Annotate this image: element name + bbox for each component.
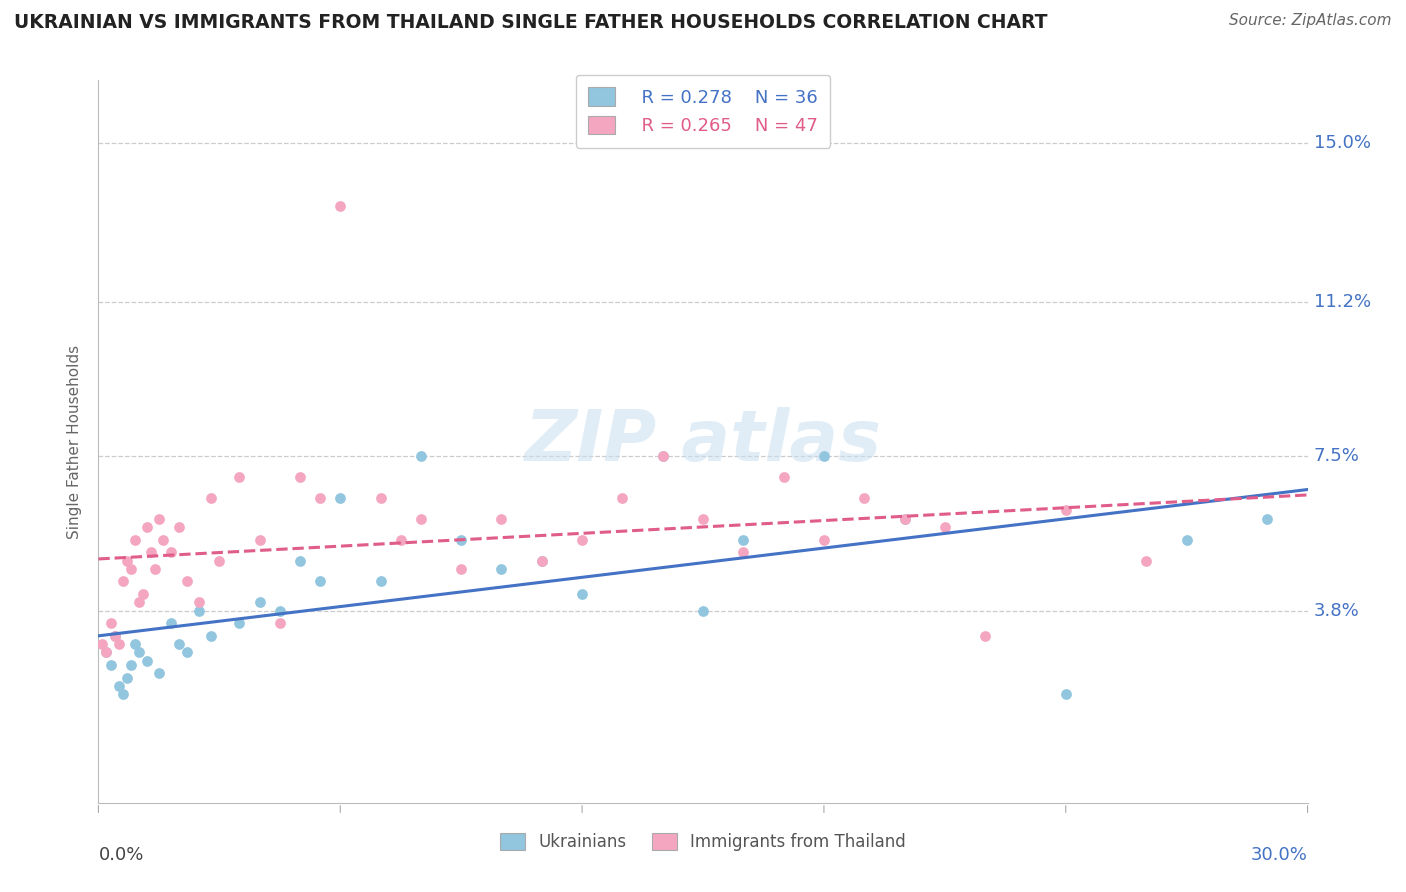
Point (1135, 553, 1157, 567)
Point (176, 645, 198, 659)
Point (167, 637, 190, 651)
Point (132, 587, 155, 601)
Point (934, 520, 956, 534)
Point (143, 562, 166, 576)
Point (188, 604, 211, 618)
Point (1175, 533, 1198, 547)
Text: Source: ZipAtlas.com: Source: ZipAtlas.com (1229, 13, 1392, 29)
Point (148, 512, 170, 526)
Point (309, 574, 332, 589)
Point (111, 687, 134, 701)
Point (120, 657, 142, 672)
Point (148, 666, 170, 681)
Point (389, 533, 412, 547)
Point (1256, 512, 1278, 526)
Y-axis label: Single Father Households: Single Father Households (67, 344, 83, 539)
Point (115, 553, 138, 567)
Point (370, 574, 392, 589)
Point (450, 533, 472, 547)
Point (107, 637, 129, 651)
Point (571, 587, 593, 601)
Point (491, 512, 513, 526)
Point (651, 449, 673, 463)
Point (370, 491, 392, 505)
Text: 7.5%: 7.5% (1313, 447, 1360, 465)
Point (309, 491, 332, 505)
Point (107, 679, 129, 693)
Point (200, 491, 222, 505)
Text: ZIP atlas: ZIP atlas (524, 407, 882, 476)
Point (176, 574, 198, 589)
Text: 0.0%: 0.0% (98, 847, 143, 864)
Point (692, 604, 714, 618)
Point (409, 512, 432, 526)
Point (269, 616, 291, 631)
Point (1054, 503, 1077, 517)
Point (853, 491, 876, 505)
Text: 30.0%: 30.0% (1251, 847, 1308, 864)
Point (167, 520, 190, 534)
Point (160, 616, 183, 631)
Point (249, 533, 271, 547)
Point (813, 533, 835, 547)
Point (160, 545, 183, 559)
Point (135, 654, 157, 668)
Point (135, 520, 157, 534)
Text: 15.0%: 15.0% (1313, 134, 1371, 152)
Text: UKRAINIAN VS IMMIGRANTS FROM THAILAND SINGLE FATHER HOUSEHOLDS CORRELATION CHART: UKRAINIAN VS IMMIGRANTS FROM THAILAND SI… (14, 13, 1047, 32)
Point (269, 604, 291, 618)
Point (115, 671, 138, 685)
Point (288, 553, 311, 567)
Point (974, 629, 997, 643)
Point (813, 449, 835, 463)
Point (329, 198, 352, 212)
Point (228, 470, 250, 484)
Point (188, 595, 211, 609)
Point (893, 512, 915, 526)
Text: 11.2%: 11.2% (1313, 293, 1371, 310)
Point (450, 562, 472, 576)
Point (139, 545, 162, 559)
Point (772, 470, 794, 484)
Point (651, 449, 673, 463)
Point (128, 595, 150, 609)
Text: 3.8%: 3.8% (1313, 602, 1360, 620)
Point (91, 637, 114, 651)
Point (96, 645, 118, 659)
Point (612, 491, 634, 505)
Point (329, 491, 352, 505)
Point (249, 595, 271, 609)
Point (530, 553, 553, 567)
Point (208, 553, 231, 567)
Point (152, 533, 174, 547)
Point (571, 533, 593, 547)
Point (103, 629, 125, 643)
Point (100, 616, 122, 631)
Legend: Ukrainians, Immigrants from Thailand: Ukrainians, Immigrants from Thailand (492, 825, 914, 860)
Point (733, 545, 755, 559)
Point (491, 562, 513, 576)
Point (111, 574, 134, 589)
Point (1054, 687, 1077, 701)
Point (96, 645, 118, 659)
Point (124, 533, 146, 547)
Point (128, 645, 150, 659)
Point (120, 562, 142, 576)
Point (124, 637, 146, 651)
Point (733, 533, 755, 547)
Point (692, 512, 714, 526)
Point (288, 470, 311, 484)
Point (893, 512, 915, 526)
Point (103, 629, 125, 643)
Point (409, 449, 432, 463)
Point (530, 553, 553, 567)
Point (100, 657, 122, 672)
Point (228, 616, 250, 631)
Point (200, 629, 222, 643)
